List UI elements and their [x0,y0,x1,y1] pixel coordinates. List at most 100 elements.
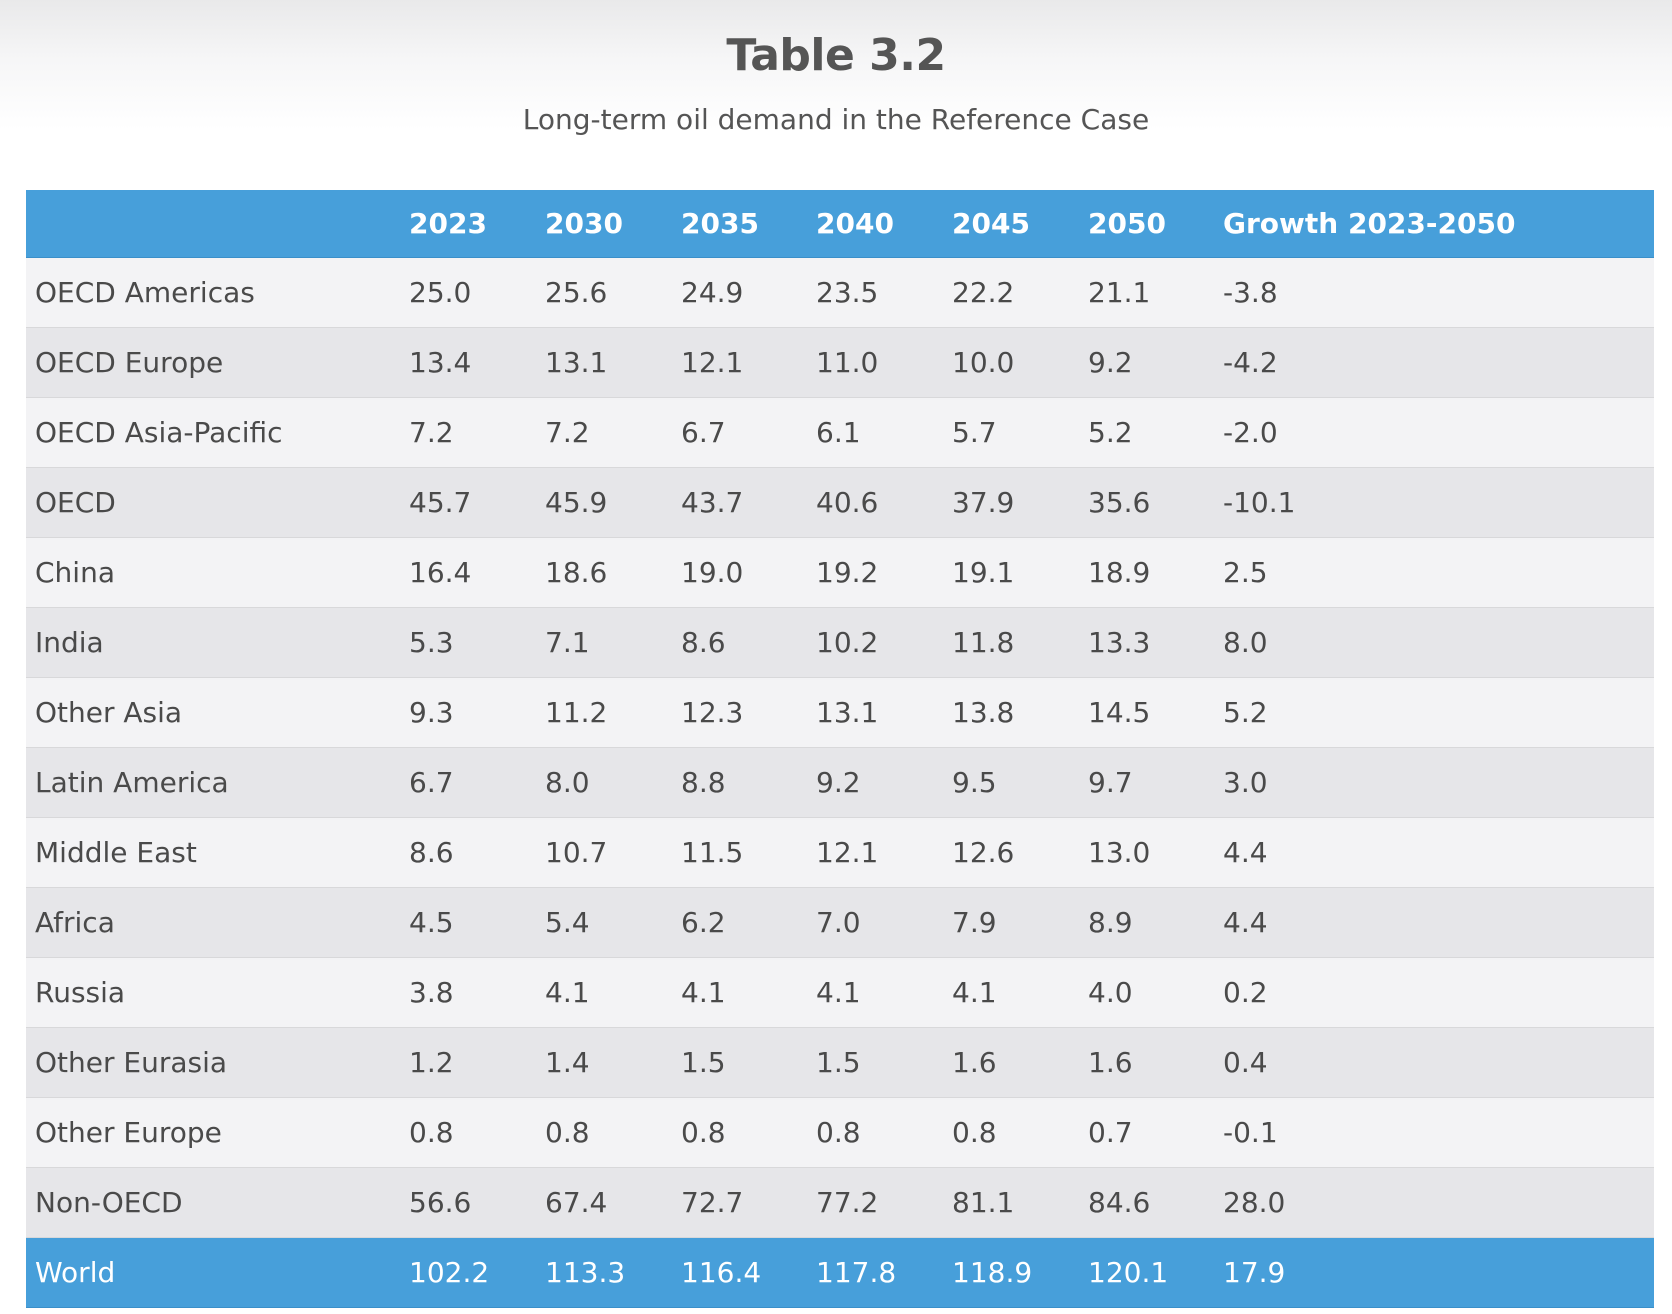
table-cell: -10.1 [1223,486,1296,519]
table-row: India 5.3 7.1 8.6 10.2 11.8 13.3 8.0 [26,608,1654,678]
table-cell: 22.2 [952,276,1015,309]
table-cell: 19.0 [681,556,744,589]
table-cell: 1.5 [681,1046,726,1079]
table-cell: 1.6 [952,1046,997,1079]
table-cell: 8.6 [681,626,726,659]
table-cell: 116.4 [681,1256,762,1289]
table-cell: 84.6 [1088,1186,1151,1219]
table-cell: 8.0 [545,766,590,799]
table-cell: 0.7 [1088,1116,1133,1149]
table-cell: 35.6 [1088,486,1151,519]
table-cell: 113.3 [545,1256,626,1289]
table-cell: 6.7 [409,766,454,799]
table-cell: 45.9 [545,486,608,519]
table-cell-region: China [35,556,115,589]
table-cell: 2.5 [1223,556,1268,589]
table-cell: 3.8 [409,976,454,1009]
header-cell-2023: 2023 [409,207,487,240]
table-row: China 16.4 18.6 19.0 19.2 19.1 18.9 2.5 [26,538,1654,608]
header-cell-2045: 2045 [952,207,1030,240]
table-cell: 18.6 [545,556,608,589]
table-cell: 0.8 [681,1116,726,1149]
table-cell: 9.2 [1088,346,1133,379]
table-cell-region: Latin America [35,766,229,799]
table-cell: 13.4 [409,346,472,379]
table-row: OECD 45.7 45.9 43.7 40.6 37.9 35.6 -10.1 [26,468,1654,538]
table-header-row: 2023 2030 2035 2040 2045 2050 Growth 202… [26,190,1654,258]
table-cell: 117.8 [816,1256,897,1289]
table-cell: 8.9 [1088,906,1133,939]
table-total-row: World 102.2 113.3 116.4 117.8 118.9 120.… [26,1238,1654,1308]
table-cell-region: Middle East [35,836,197,869]
table-cell: 0.8 [816,1116,861,1149]
table-cell: 18.9 [1088,556,1151,589]
table-cell: 13.1 [816,696,879,729]
table-cell: 12.3 [681,696,744,729]
table-cell: 3.0 [1223,766,1268,799]
table-cell: 11.2 [545,696,608,729]
table-cell: 4.1 [545,976,590,1009]
table-cell: 7.0 [816,906,861,939]
table-cell: 11.0 [816,346,879,379]
table-row: OECD Europe 13.4 13.1 12.1 11.0 10.0 9.2 -4.2 [26,328,1654,398]
table-row: Middle East 8.6 10.7 11.5 12.1 12.6 13.0 4.4 [26,818,1654,888]
table-cell-region: OECD Europe [35,346,224,379]
table-cell: 77.2 [816,1186,879,1219]
table-cell: 12.1 [681,346,744,379]
table-cell: 4.0 [1088,976,1133,1009]
table-cell: 13.3 [1088,626,1151,659]
table-cell: 12.1 [816,836,879,869]
table-cell: 10.0 [952,346,1015,379]
table-cell: 28.0 [1223,1186,1286,1219]
header-cell-2050: 2050 [1088,207,1166,240]
table-body: OECD Americas 25.0 25.6 24.9 23.5 22.2 21.1 -3.… [26,258,1654,1238]
table-cell: 25.6 [545,276,608,309]
table-cell: 4.1 [952,976,997,1009]
table-cell: 102.2 [409,1256,490,1289]
table-cell: 8.6 [409,836,454,869]
table-cell-region: Non-OECD [35,1186,183,1219]
table-cell: 12.6 [952,836,1015,869]
table-cell: 0.8 [952,1116,997,1149]
table-cell: 24.9 [681,276,744,309]
header-cell-growth: Growth 2023-2050 [1223,207,1516,240]
table-cell: 25.0 [409,276,472,309]
table-cell: 0.8 [545,1116,590,1149]
table-cell: 9.3 [409,696,454,729]
table-cell: 4.1 [816,976,861,1009]
table-cell: 4.4 [1223,906,1268,939]
table-cell-region: Africa [35,906,115,939]
table-cell: 37.9 [952,486,1015,519]
table-cell: 81.1 [952,1186,1015,1219]
table-cell: 5.4 [545,906,590,939]
table-cell: -3.8 [1223,276,1278,309]
table-cell: 13.0 [1088,836,1151,869]
table-cell: -0.1 [1223,1116,1278,1149]
header-cell-2040: 2040 [816,207,894,240]
table-cell: 1.4 [545,1046,590,1079]
header-cell-2030: 2030 [545,207,623,240]
table-row: Other Eurasia 1.2 1.4 1.5 1.5 1.6 1.6 0.4 [26,1028,1654,1098]
table-cell: 21.1 [1088,276,1151,309]
table-row: OECD Asia-Pacific 7.2 7.2 6.7 6.1 5.7 5.2 -2.0 [26,398,1654,468]
table-cell-region: Other Eurasia [35,1046,228,1079]
table-cell: 16.4 [409,556,472,589]
table-cell: 9.5 [952,766,997,799]
table-cell: 4.5 [409,906,454,939]
table-cell: 1.5 [816,1046,861,1079]
table-cell: 6.7 [681,416,726,449]
table-cell: 56.6 [409,1186,472,1219]
table-cell-region: OECD [35,486,116,519]
table-row: Latin America 6.7 8.0 8.8 9.2 9.5 9.7 3.0 [26,748,1654,818]
table-cell-region: OECD Americas [35,276,255,309]
table-cell: 5.2 [1088,416,1133,449]
table-row: Other Europe 0.8 0.8 0.8 0.8 0.8 0.7 -0.1 [26,1098,1654,1168]
table-cell: 7.2 [545,416,590,449]
table-cell: 9.2 [816,766,861,799]
table-cell: 4.4 [1223,836,1268,869]
table-cell: 17.9 [1223,1256,1286,1289]
table-cell: 6.1 [816,416,861,449]
table-cell-region: India [35,626,104,659]
table-cell: 9.7 [1088,766,1133,799]
table-cell: 1.6 [1088,1046,1133,1079]
